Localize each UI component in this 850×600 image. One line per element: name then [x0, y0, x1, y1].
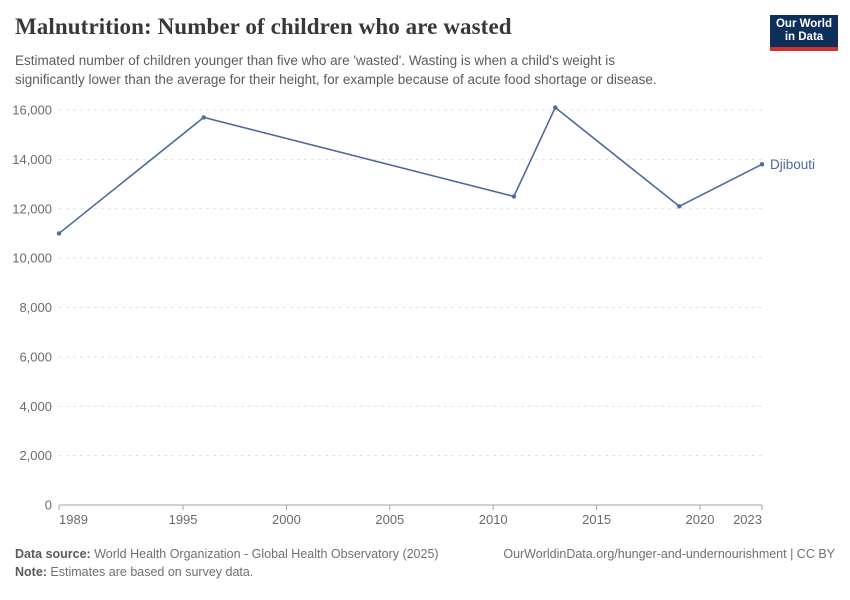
chart-subtitle: Estimated number of children younger tha…: [15, 53, 657, 87]
data-point[interactable]: [201, 115, 206, 120]
y-gridlines: [59, 109, 762, 457]
note-label: Note:: [15, 565, 47, 579]
x-tick-label: 1995: [169, 512, 198, 527]
data-source-text: Data source: World Health Organization -…: [15, 547, 439, 561]
series-djibouti: Djibouti: [56, 105, 815, 236]
data-point[interactable]: [553, 105, 558, 110]
x-tick-label: 2023: [733, 512, 762, 527]
data-point[interactable]: [56, 231, 62, 236]
data-point[interactable]: [511, 194, 517, 199]
x-tick-label: 2015: [582, 512, 611, 527]
data-source-value: World Health Organization - Global Healt…: [90, 547, 439, 561]
y-tick-label: 10,000: [12, 251, 52, 266]
x-tick-label: 1989: [59, 512, 88, 527]
chart-footer: Data source: World Health Organization -…: [15, 547, 835, 579]
owid-logo: Our World in Data: [770, 15, 838, 51]
logo-text-line2: in Data: [784, 31, 824, 43]
data-point[interactable]: [759, 162, 765, 167]
x-axis-labels: 1989 1995 2000 2005 2010 2015 2020 2023: [59, 512, 762, 527]
page-title: Malnutrition: Number of children who are…: [15, 14, 512, 39]
owid-url-link[interactable]: OurWorldinData.org/hunger-and-undernouri…: [503, 547, 835, 561]
logo-text-line1: Our World: [775, 18, 832, 30]
x-tick-label: 2010: [479, 512, 508, 527]
data-point[interactable]: [677, 204, 682, 209]
data-line: [58, 106, 763, 235]
x-axis: [58, 504, 763, 510]
series-end-label: Djibouti: [770, 157, 815, 172]
x-tick-label: 2000: [272, 512, 301, 527]
y-tick-label: 4,000: [19, 399, 52, 414]
x-tick-label: 2005: [375, 512, 404, 527]
y-tick-label: 6,000: [19, 349, 52, 364]
y-tick-label: 12,000: [12, 201, 52, 216]
data-source-label: Data source:: [15, 547, 91, 561]
y-axis-labels: 0 2,000 4,000 6,000 8,000 10,000 12,000 14,000 1…: [12, 103, 52, 513]
y-tick-label: 14,000: [12, 152, 52, 167]
note-value: Estimates are based on survey data.: [46, 565, 254, 579]
y-tick-label: 0: [45, 498, 52, 513]
y-tick-label: 2,000: [19, 448, 52, 463]
y-tick-label: 16,000: [12, 103, 52, 118]
y-tick-label: 8,000: [19, 300, 52, 315]
x-tick-label: 2020: [686, 512, 715, 527]
